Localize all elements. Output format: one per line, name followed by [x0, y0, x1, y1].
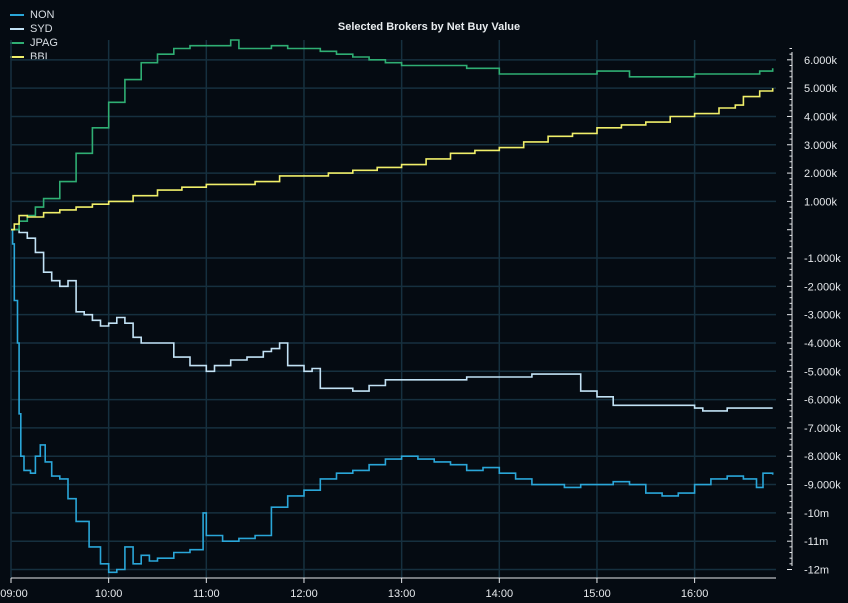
- y-tick-label: -11m: [804, 536, 828, 548]
- series-layer: [11, 39, 774, 574]
- y-axis: 6.000k 5.000k 4.000k 3.000k 2.000k 1.000k -1.0…: [787, 47, 841, 577]
- y-tick-label: 4.000k: [804, 111, 838, 123]
- y-tick-label: -5.000k: [804, 366, 841, 378]
- y-tick-label: 5.000k: [804, 83, 838, 95]
- legend-item-non[interactable]: NON: [10, 8, 58, 22]
- legend-item-syd[interactable]: SYD: [10, 22, 58, 36]
- y-tick-label: -4.000k: [804, 338, 841, 350]
- x-axis: 09:00 10:00 11:00 12:00 13:00 14:00 15:00 16:00: [0, 577, 776, 600]
- series-line-syd: [11, 228, 773, 412]
- y-tick-label: -10m: [804, 508, 829, 520]
- y-tick-label: 6.000k: [804, 55, 838, 67]
- legend-label: JPAG: [30, 37, 58, 49]
- y-tick-label: -8.000k: [804, 451, 841, 463]
- x-tick-label: 15:00: [583, 588, 611, 600]
- legend-swatch: [10, 14, 24, 16]
- series-line-jpag: [11, 39, 774, 231]
- y-tick-label: -7.000k: [804, 423, 841, 435]
- y-tick-label: -1.000k: [804, 253, 841, 265]
- legend-label: NON: [30, 9, 55, 21]
- x-tick-label: 09:00: [0, 588, 28, 600]
- y-tick-label: 1.000k: [804, 196, 838, 208]
- legend-label: SYD: [30, 23, 53, 35]
- legend-item-jpag[interactable]: JPAG: [10, 36, 58, 50]
- x-tick-label: 12:00: [290, 588, 318, 600]
- y-tick-label: 2.000k: [804, 168, 838, 180]
- x-tick-label: 16:00: [681, 588, 709, 600]
- series-line-bbi: [11, 88, 774, 231]
- y-tick-label: -6.000k: [804, 395, 841, 407]
- legend-swatch: [10, 28, 24, 30]
- y-tick-label: -3.000k: [804, 310, 841, 322]
- x-tick-label: 10:00: [95, 588, 123, 600]
- legend-swatch: [10, 42, 24, 44]
- y-tick-label: -9.000k: [804, 480, 841, 492]
- legend-swatch: [10, 56, 24, 58]
- legend: NON SYD JPAG BBI: [10, 8, 58, 64]
- series-line-non: [11, 228, 774, 574]
- x-tick-label: 11:00: [193, 588, 220, 600]
- y-tick-label: -12m: [804, 565, 829, 577]
- chart-title: Selected Brokers by Net Buy Value: [338, 21, 520, 33]
- grid: [10, 40, 776, 578]
- x-tick-label: 13:00: [388, 588, 416, 600]
- y-tick-label: 3.000k: [804, 140, 838, 152]
- y-tick-label: -2.000k: [804, 281, 841, 293]
- x-tick-label: 14:00: [486, 588, 514, 600]
